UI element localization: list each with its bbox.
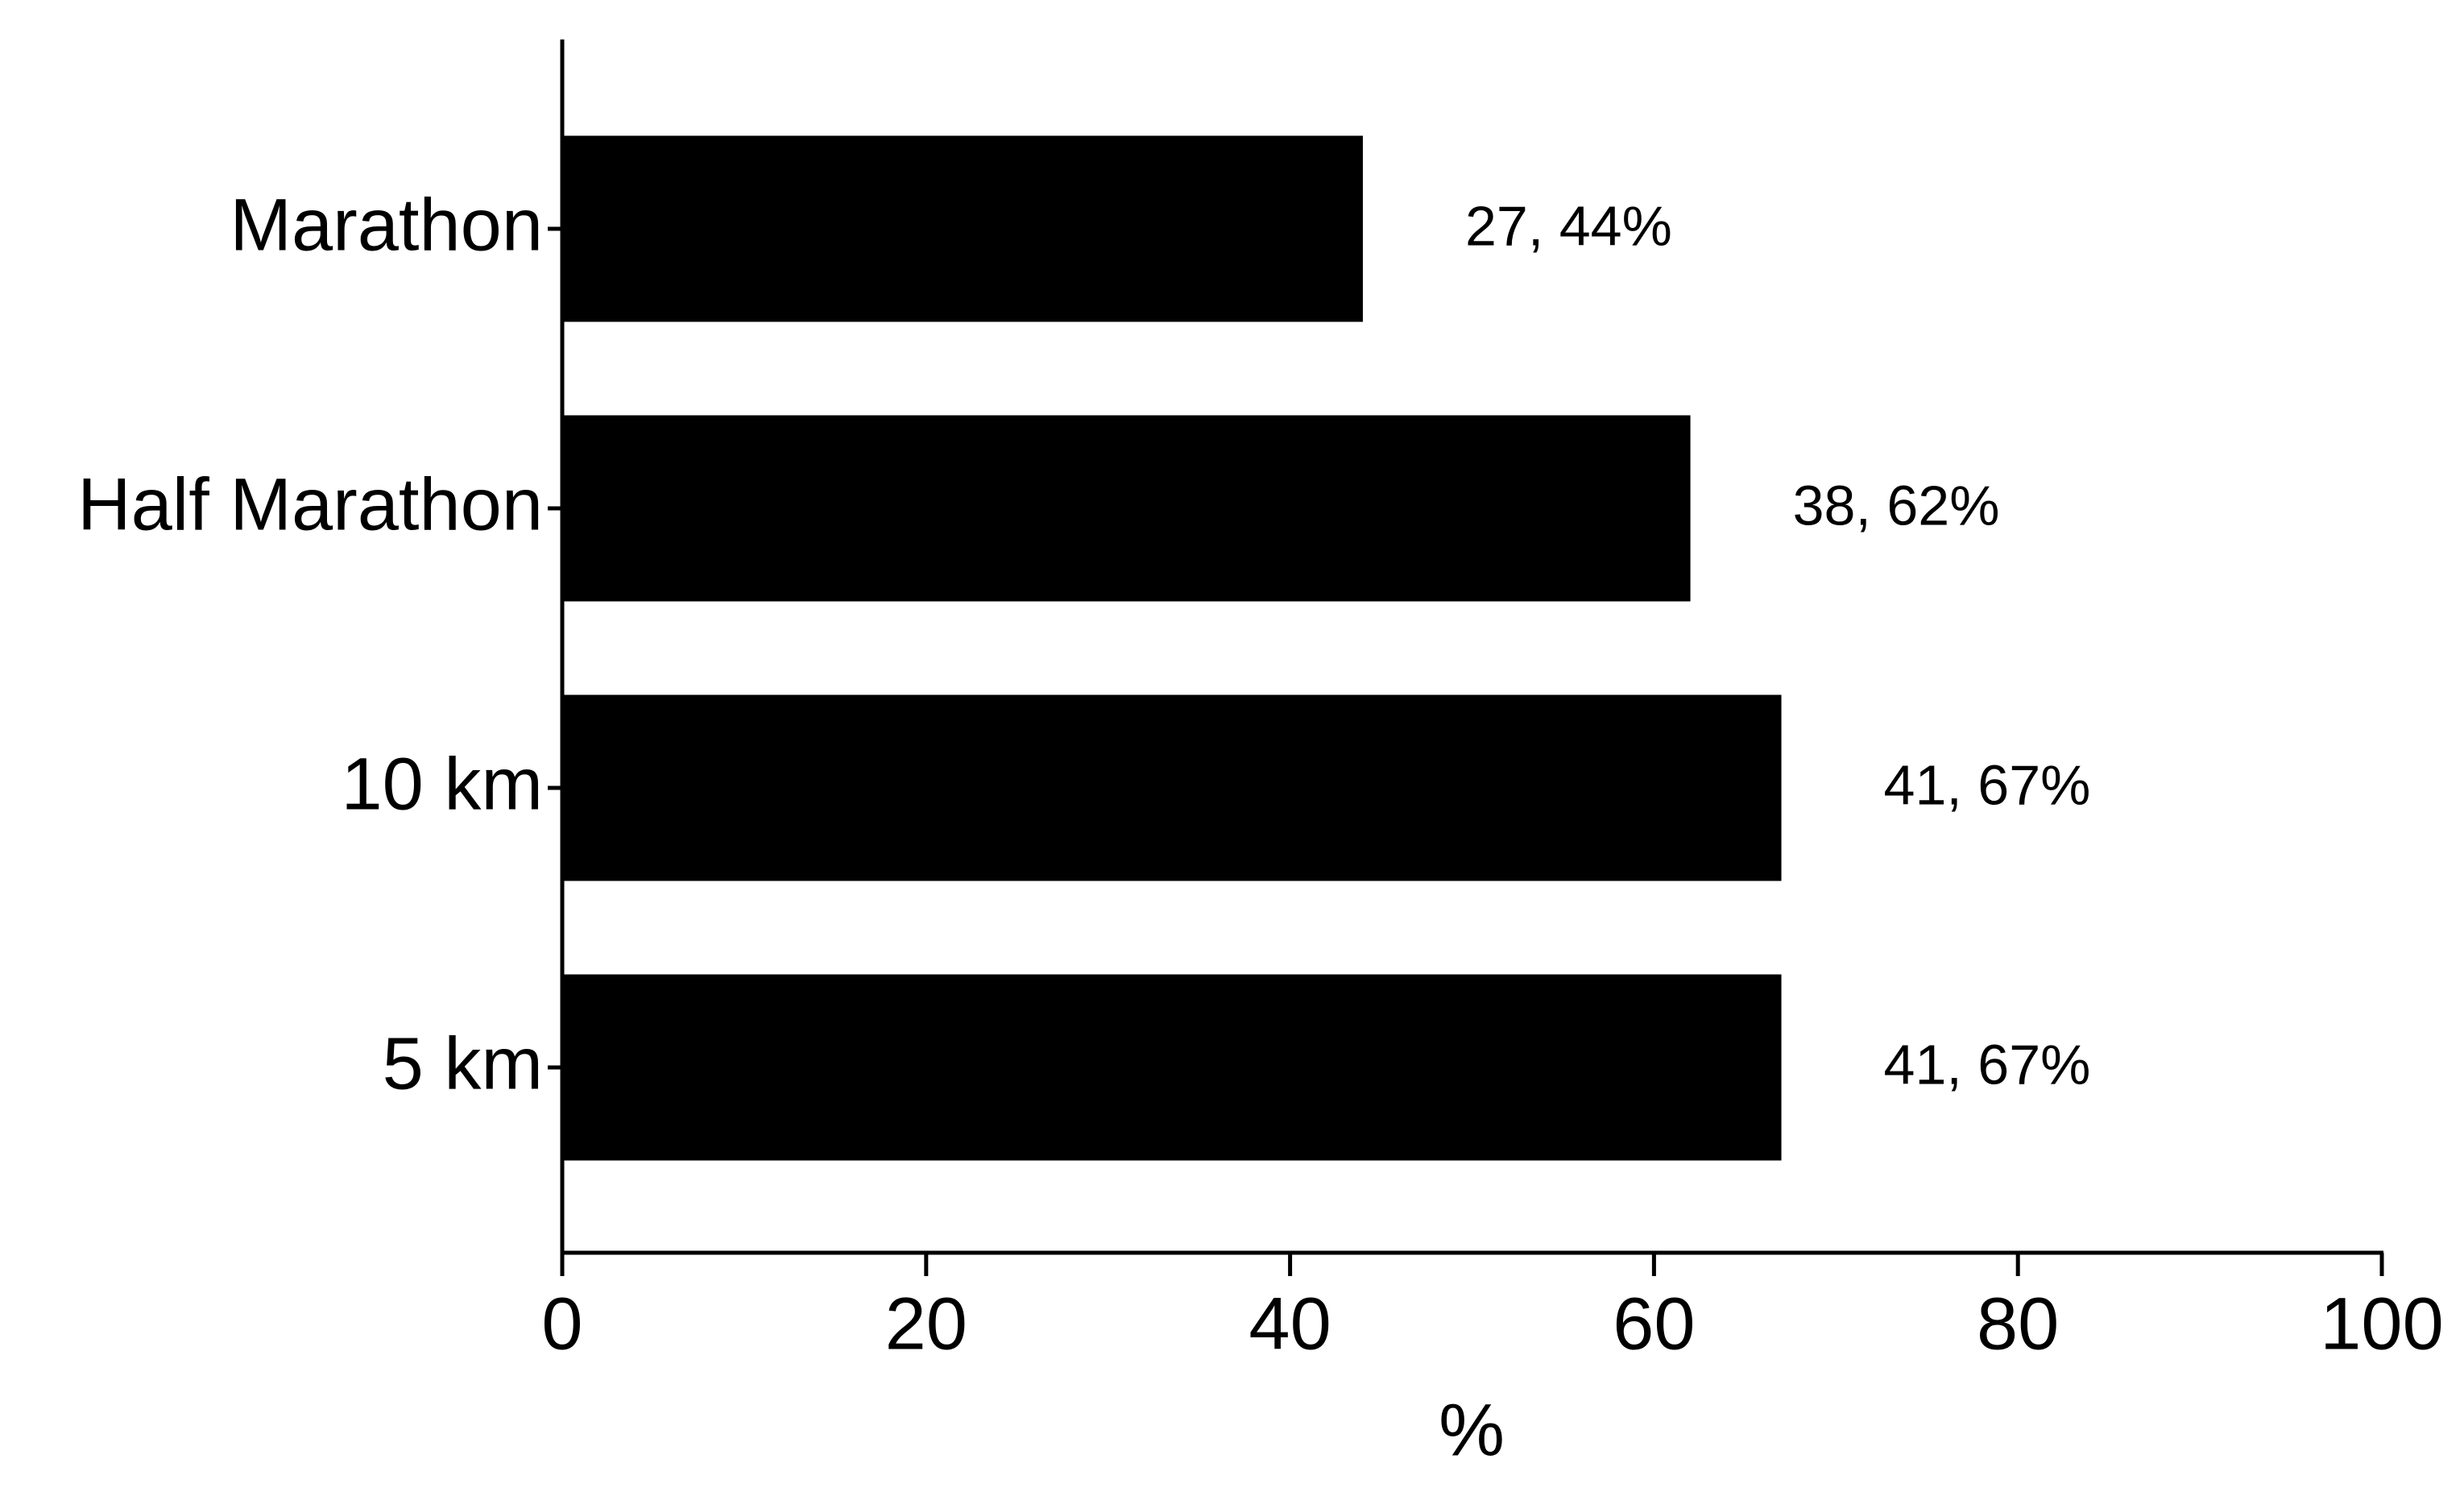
bar bbox=[562, 974, 1782, 1161]
y-tick-label: Half Marathon bbox=[77, 463, 543, 545]
x-tick-label: 20 bbox=[885, 1283, 967, 1365]
x-tick-label: 0 bbox=[541, 1283, 582, 1365]
value-label: 27, 44% bbox=[1465, 194, 1672, 257]
bar bbox=[562, 415, 1691, 602]
value-label: 41, 67% bbox=[1884, 1033, 2091, 1096]
x-tick-label: 40 bbox=[1249, 1283, 1331, 1365]
x-tick-label: 60 bbox=[1613, 1283, 1695, 1365]
bar bbox=[562, 694, 1782, 881]
bar bbox=[562, 135, 1363, 322]
x-axis-label: % bbox=[1439, 1389, 1505, 1471]
y-tick-label: 10 km bbox=[341, 743, 543, 825]
y-tick-label: Marathon bbox=[230, 184, 543, 266]
x-tick-label: 100 bbox=[2320, 1283, 2444, 1365]
y-tick-label: 5 km bbox=[383, 1022, 543, 1104]
x-tick-label: 80 bbox=[1977, 1283, 2059, 1365]
value-label: 41, 67% bbox=[1884, 753, 2091, 816]
value-label: 38, 62% bbox=[1793, 474, 2000, 537]
